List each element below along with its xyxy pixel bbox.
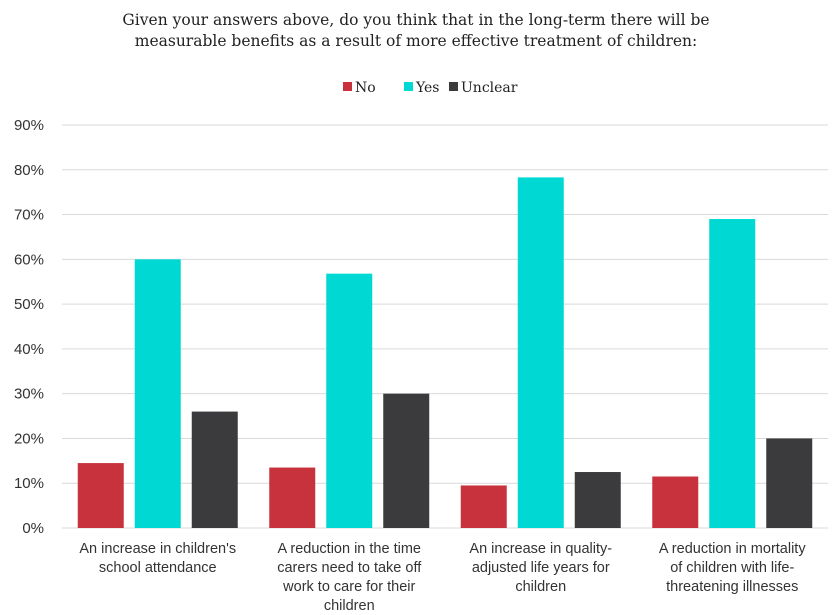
x-category-label: children xyxy=(515,579,566,595)
y-tick-label: 80% xyxy=(14,162,44,179)
gridlines xyxy=(62,124,828,529)
y-tick-label: 20% xyxy=(14,430,44,447)
legend-swatch-no xyxy=(343,82,352,91)
legend-swatch-yes xyxy=(404,82,413,91)
x-category-label: threatening illnesses xyxy=(666,579,798,595)
chart-title-line: Given your answers above, do you think t… xyxy=(122,11,709,29)
bar-unclear xyxy=(766,438,813,528)
bar-yes xyxy=(517,177,564,528)
x-category-label: carers need to take off xyxy=(277,560,422,576)
bar-yes xyxy=(709,219,756,529)
x-category-label: children xyxy=(324,598,375,614)
y-tick-label: 70% xyxy=(14,207,44,224)
legend-label-unclear: Unclear xyxy=(461,80,518,96)
bar-no xyxy=(652,476,699,528)
x-category-label: school attendance xyxy=(99,560,217,576)
bar-unclear xyxy=(191,411,238,528)
x-category-label: A reduction in the time xyxy=(278,541,421,557)
y-tick-label: 10% xyxy=(14,475,44,492)
x-category-label: An increase in quality- xyxy=(469,541,612,557)
y-axis-ticks: 0% 10% 20% 30% 40% 50% 60% 70% 80% 90% xyxy=(14,117,44,537)
bar-no xyxy=(460,485,507,528)
legend-label-no: No xyxy=(355,80,376,96)
bar-unclear xyxy=(574,472,621,528)
x-axis-categories: An increase in children's school attendan… xyxy=(79,541,806,614)
y-tick-label: 90% xyxy=(14,117,44,134)
legend-label-yes: Yes xyxy=(415,80,440,96)
chart-title-line: measurable benefits as a result of more … xyxy=(135,32,698,50)
bar-yes xyxy=(134,259,181,528)
bar-no xyxy=(77,463,124,528)
bar-yes xyxy=(326,273,373,528)
y-tick-label: 30% xyxy=(14,386,44,403)
chart-title: Given your answers above, do you think t… xyxy=(122,11,709,50)
x-category-label: of children with life- xyxy=(670,560,794,576)
y-tick-label: 40% xyxy=(14,341,44,358)
bar-unclear xyxy=(383,393,430,528)
x-category-label: work to care for their xyxy=(282,579,415,595)
x-category-label: adjusted life years for xyxy=(472,560,610,576)
bar-no xyxy=(269,467,316,528)
y-tick-label: 60% xyxy=(14,251,44,268)
y-tick-label: 0% xyxy=(22,520,44,537)
y-tick-label: 50% xyxy=(14,296,44,313)
legend-swatch-unclear xyxy=(449,82,458,91)
x-category-label: A reduction in mortality xyxy=(659,541,806,557)
x-category-label: An increase in children's xyxy=(79,541,236,557)
bars xyxy=(77,177,813,529)
chart-legend: No Yes Unclear xyxy=(343,80,518,96)
